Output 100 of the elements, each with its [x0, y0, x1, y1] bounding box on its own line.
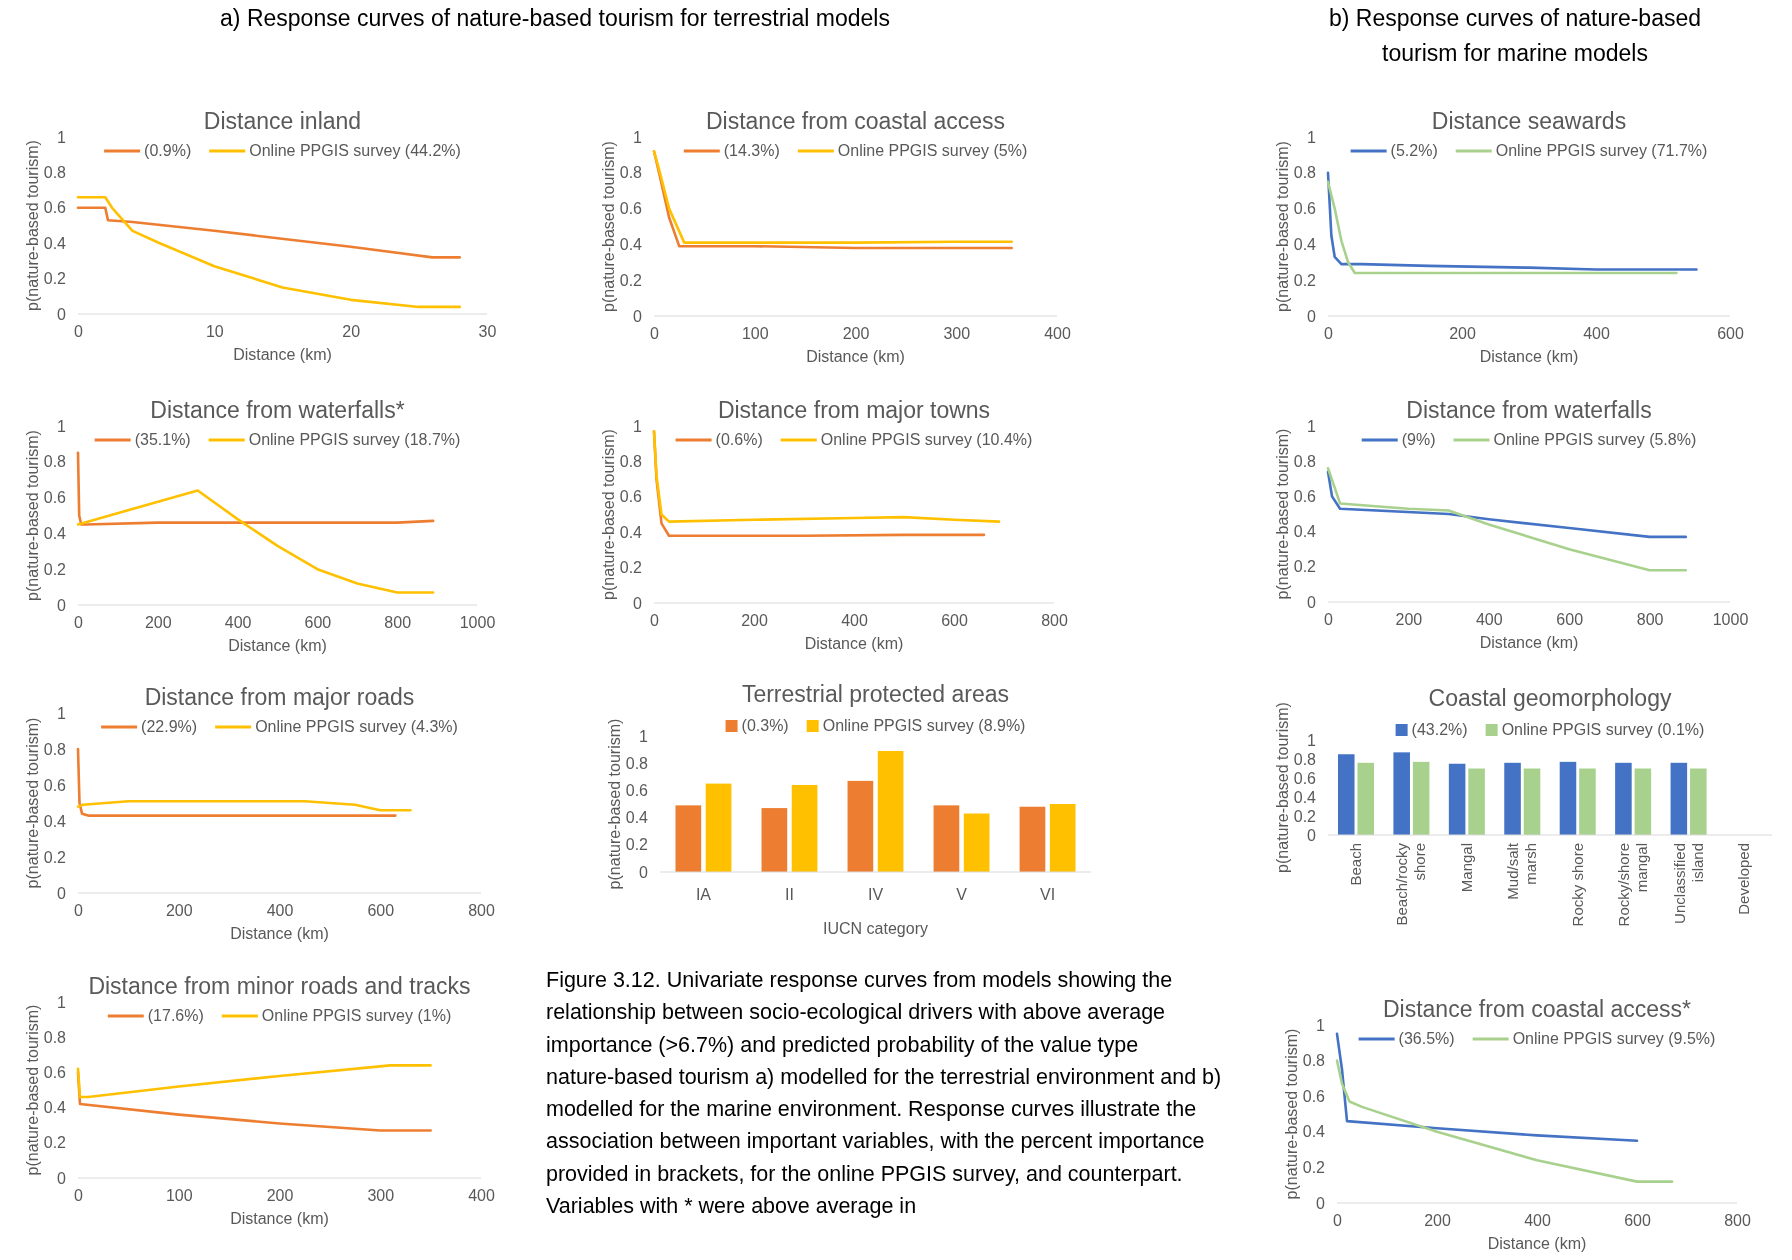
y-tick-label: 0.2	[43, 270, 67, 288]
chart-title: Distance from major roads	[144, 684, 415, 710]
text: a) Response curves of nature-based tourism for terrestrial models	[220, 5, 890, 31]
y-tick-label: 0.8	[1293, 452, 1317, 470]
line-series	[76, 489, 435, 594]
y-tick-label: 1	[57, 704, 67, 722]
x-tick-label: 400	[1583, 325, 1610, 343]
y-tick-label: 0.6	[43, 489, 67, 507]
y-tick-label: 0.8	[619, 164, 643, 182]
y-tick-label: 0.2	[43, 1134, 67, 1152]
x-tick-label: 100	[165, 1187, 193, 1205]
x-tick-label: 600	[1556, 611, 1584, 629]
y-tick-label: 0.6	[43, 776, 67, 794]
text: b) Response curves of nature-based tourism for marine models	[1328, 5, 1702, 66]
x-axis-title: IUCN category	[823, 920, 928, 937]
y-tick-label: 0.2	[625, 836, 649, 854]
x-tick-label: 200	[741, 612, 768, 630]
x-tick-label: Developed	[1735, 843, 1753, 915]
y-axis-title: p(nature-based tourism)	[1274, 141, 1291, 312]
x-tick-label: IV	[867, 886, 884, 903]
chart-title: Distance seawards	[1431, 108, 1627, 134]
legend-label: Online PPGIS survey (1%)	[261, 1007, 452, 1024]
bar	[705, 783, 732, 872]
x-axis-title: Distance (km)	[806, 348, 905, 365]
legend-label: Online PPGIS survey (8.9%)	[822, 717, 1026, 734]
bar	[1412, 761, 1430, 835]
bar	[847, 780, 874, 872]
line-series	[76, 1064, 432, 1099]
chart-title: Distance from minor roads and tracks	[88, 973, 471, 999]
bar	[1393, 752, 1410, 835]
line-series	[1326, 470, 1688, 539]
x-tick-label: 800	[468, 902, 495, 920]
legend-label: Online PPGIS survey (9.5%)	[1512, 1030, 1716, 1047]
line-series	[1326, 171, 1698, 271]
chart-title: Distance from waterfalls*	[150, 397, 405, 423]
y-tick-label: 0	[633, 307, 643, 325]
x-tick-label: 600	[367, 902, 395, 920]
bar	[675, 805, 702, 872]
line-series	[76, 747, 397, 817]
legend-label: Online PPGIS survey (5%)	[837, 142, 1028, 159]
y-tick-label: 1	[1307, 128, 1317, 146]
bar	[1670, 762, 1688, 835]
legend-label: Online PPGIS survey (71.7%)	[1495, 142, 1708, 159]
y-tick-label: 0.2	[1293, 558, 1317, 576]
legend-label: (36.5%)	[1398, 1030, 1455, 1047]
x-tick-label: 200	[1424, 1212, 1451, 1230]
x-tick-label: Rocky shore	[1568, 843, 1586, 927]
y-tick-label: 0.6	[1302, 1087, 1326, 1105]
legend-label: Online PPGIS survey (4.3%)	[255, 718, 458, 735]
y-tick-label: 1	[57, 128, 67, 146]
x-tick-label: 200	[266, 1187, 294, 1205]
x-tick-label: 200	[1449, 325, 1476, 343]
y-axis-title: p(nature-based tourism)	[606, 718, 623, 890]
y-axis-title: p(nature-based tourism)	[24, 717, 41, 889]
y-tick-label: 0.4	[43, 525, 67, 543]
bar	[791, 784, 818, 872]
y-tick-label: 0	[633, 594, 643, 612]
x-tick-label: 400	[1044, 325, 1071, 343]
line-series	[1335, 1059, 1674, 1183]
x-tick-label: Mud/salt marsh	[1504, 842, 1540, 900]
y-tick-label: 0	[57, 305, 67, 323]
legend-label: (35.1%)	[134, 431, 191, 448]
x-axis-title: Distance (km)	[1479, 634, 1579, 651]
bar	[761, 808, 788, 872]
x-tick-label: Rocky/shore mangal	[1615, 843, 1651, 927]
line-series	[76, 195, 462, 309]
y-tick-label: 0.2	[1293, 271, 1317, 289]
y-tick-label: 0.4	[43, 234, 67, 252]
y-tick-label: 0.6	[619, 200, 643, 218]
y-tick-label: 0.6	[1293, 488, 1317, 506]
x-tick-label: VI	[1039, 886, 1056, 903]
bar	[963, 813, 990, 872]
x-axis-title: Distance (km)	[230, 925, 329, 942]
y-axis-title: p(nature-based tourism)	[24, 1004, 41, 1176]
bar	[1337, 754, 1355, 835]
x-tick-label: V	[956, 886, 968, 903]
y-axis-title: p(nature-based tourism)	[600, 429, 617, 600]
y-axis-title: p(nature-based tourism)	[600, 141, 617, 312]
legend-label: (5.2%)	[1390, 142, 1438, 159]
y-tick-label: 0.4	[43, 812, 67, 830]
bar	[933, 805, 960, 872]
legend-label: Online PPGIS survey (0.1%)	[1501, 721, 1705, 738]
y-tick-label: 0.2	[43, 848, 67, 866]
y-tick-label: 0.8	[43, 164, 67, 182]
y-tick-label: 0.2	[619, 559, 643, 577]
y-axis-title: p(nature-based tourism)	[24, 430, 41, 601]
y-tick-label: 1	[639, 727, 649, 745]
y-tick-label: 0.8	[43, 740, 67, 758]
chart-title: Distance from coastal access*	[1382, 996, 1692, 1022]
y-tick-label: 0.6	[625, 782, 649, 800]
x-tick-label: 0	[650, 612, 660, 630]
bar	[1448, 763, 1466, 835]
x-tick-label: 0	[74, 323, 84, 341]
y-tick-label: 0	[1307, 593, 1317, 611]
bar	[1634, 768, 1652, 835]
y-tick-label: 1	[1316, 1016, 1326, 1034]
y-axis-title: p(nature-based tourism)	[1274, 428, 1291, 600]
y-tick-label: 0.2	[619, 271, 643, 289]
legend-label: (0.3%)	[741, 717, 789, 734]
chart-title: Distance inland	[203, 108, 362, 134]
